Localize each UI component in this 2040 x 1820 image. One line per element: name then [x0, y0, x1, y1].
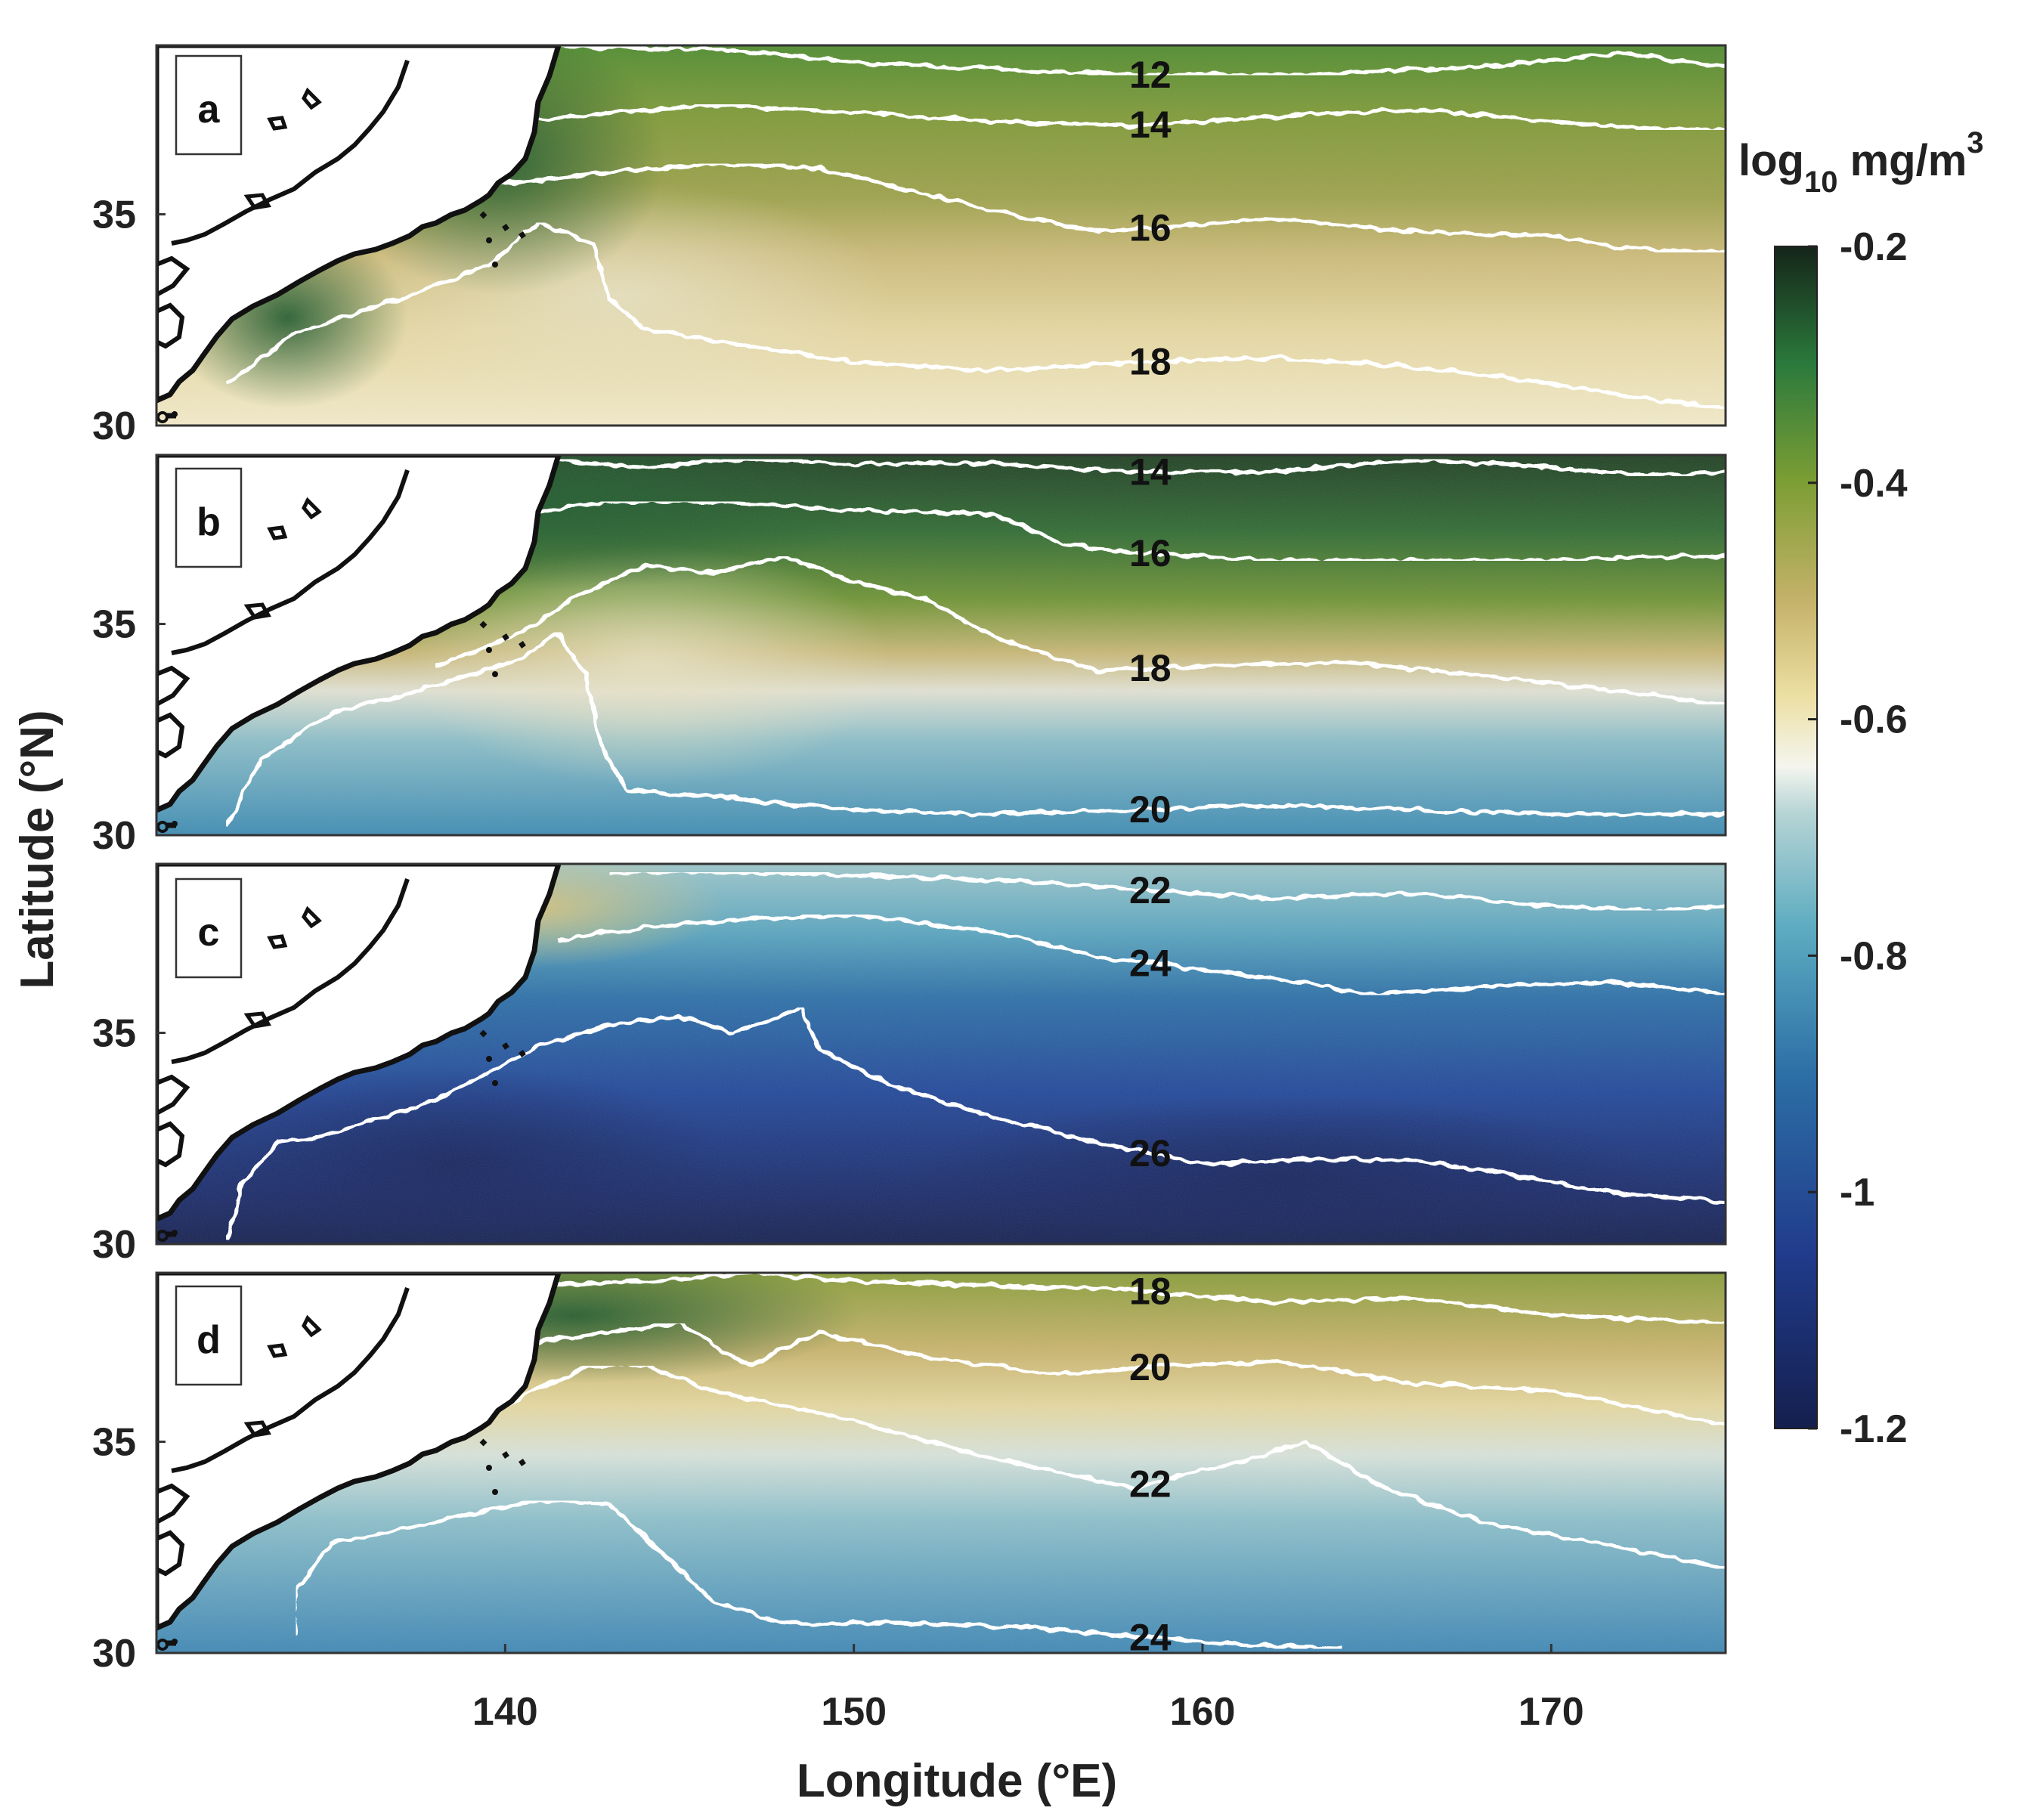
x-tick-160: 160	[1170, 1690, 1236, 1734]
contour-a-18	[224, 221, 1726, 411]
contour-label-a-14: 14	[1129, 104, 1172, 146]
contour-a-12	[540, 45, 1726, 77]
panel-a-label: a	[198, 88, 221, 132]
contour-b-16	[522, 500, 1726, 563]
colorbar-tick-3: -0.8	[1840, 934, 1908, 978]
y-tick-30-panel-c: 30	[92, 1223, 136, 1267]
panel-c-label-box	[175, 878, 243, 979]
colorbar-tick-1: -0.4	[1840, 462, 1908, 506]
contour-a-14	[522, 102, 1726, 132]
panel-d-label-box	[175, 1285, 243, 1386]
contour-c-26	[224, 1005, 1726, 1241]
contour-label-d-20: 20	[1129, 1346, 1172, 1388]
contour-label-b-18: 18	[1129, 647, 1172, 689]
y-axis-label: Latitude (°N)	[11, 710, 63, 989]
contour-d-22	[451, 1363, 1726, 1571]
contour-label-d-22: 22	[1129, 1462, 1172, 1505]
panel-a-label-box	[175, 54, 243, 156]
panel-a: 12 14 16 18 a	[155, 44, 1727, 427]
contour-d-20	[522, 1321, 1726, 1427]
contour-label-c-22: 22	[1129, 869, 1172, 912]
contour-b-18	[435, 554, 1726, 707]
panel-c-frame	[155, 862, 1727, 1246]
colorbar-ramp	[1774, 246, 1818, 1429]
colorbar-tick-2: -0.6	[1840, 698, 1908, 742]
x-tick-150: 150	[821, 1690, 887, 1734]
panel-b-frame	[155, 453, 1727, 837]
panel-d-frame	[155, 1271, 1727, 1654]
panel-c-label: c	[198, 911, 220, 955]
contour-d-24	[294, 1499, 1342, 1651]
y-tick-35-panel-b: 35	[92, 603, 136, 647]
contour-a-16	[470, 162, 1726, 255]
contour-label-a-12: 12	[1129, 54, 1172, 96]
panel-b-label-box	[175, 467, 243, 568]
colorbar-tick-4: -1	[1840, 1171, 1874, 1215]
y-tick-35-panel-a: 35	[92, 193, 136, 237]
contour-label-d-18: 18	[1129, 1271, 1172, 1313]
y-tick-35-panel-c: 35	[92, 1012, 136, 1056]
panel-d-label: d	[197, 1318, 221, 1362]
x-tick-labels: 140 150 160 170	[472, 1644, 1584, 1734]
contour-label-a-16: 16	[1129, 207, 1172, 249]
colorbar-tick-0: -0.2	[1840, 225, 1908, 269]
x-tick-170: 170	[1518, 1690, 1584, 1734]
contour-c-22	[609, 870, 1726, 912]
contour-b-14	[540, 457, 1726, 478]
y-tick-30-panel-d: 30	[92, 1632, 136, 1676]
y-tick-30-panel-a: 30	[92, 404, 136, 448]
contour-b-20	[224, 630, 1726, 828]
panel-b: 14 16 18 20 b	[155, 450, 1727, 837]
contour-label-c-26: 26	[1129, 1132, 1172, 1175]
colorbar-unit: log10 mg/m3	[1738, 126, 1984, 199]
colorbar-tick-5: -1.2	[1840, 1407, 1908, 1451]
contour-label-a-18: 18	[1129, 341, 1172, 383]
x-axis-label: Longitude (°E)	[797, 1755, 1117, 1807]
contour-label-b-20: 20	[1129, 788, 1172, 831]
contour-c-24	[557, 912, 1726, 997]
contour-d-18	[540, 1273, 1726, 1326]
contour-label-b-16: 16	[1129, 532, 1172, 574]
colorbar: log10 mg/m3 -0.2 -0.4 -0.6 -0.8 -1 -1.2	[1738, 126, 1984, 1451]
y-tick-35-panel-d: 35	[92, 1421, 136, 1465]
x-tick-140: 140	[472, 1690, 538, 1734]
y-tick-labels: 30 35 30 35 30 35 30 35	[92, 193, 166, 1676]
contour-label-b-14: 14	[1129, 450, 1172, 493]
y-tick-30-panel-b: 30	[92, 814, 136, 858]
contour-label-c-24: 24	[1129, 942, 1172, 984]
panel-b-label: b	[197, 500, 221, 544]
panel-a-frame	[155, 44, 1727, 427]
contour-label-d-24: 24	[1129, 1617, 1172, 1659]
panel-d: 18 20 22 24 d	[155, 1271, 1727, 1659]
panel-c: 22 24 26 c	[155, 862, 1727, 1246]
